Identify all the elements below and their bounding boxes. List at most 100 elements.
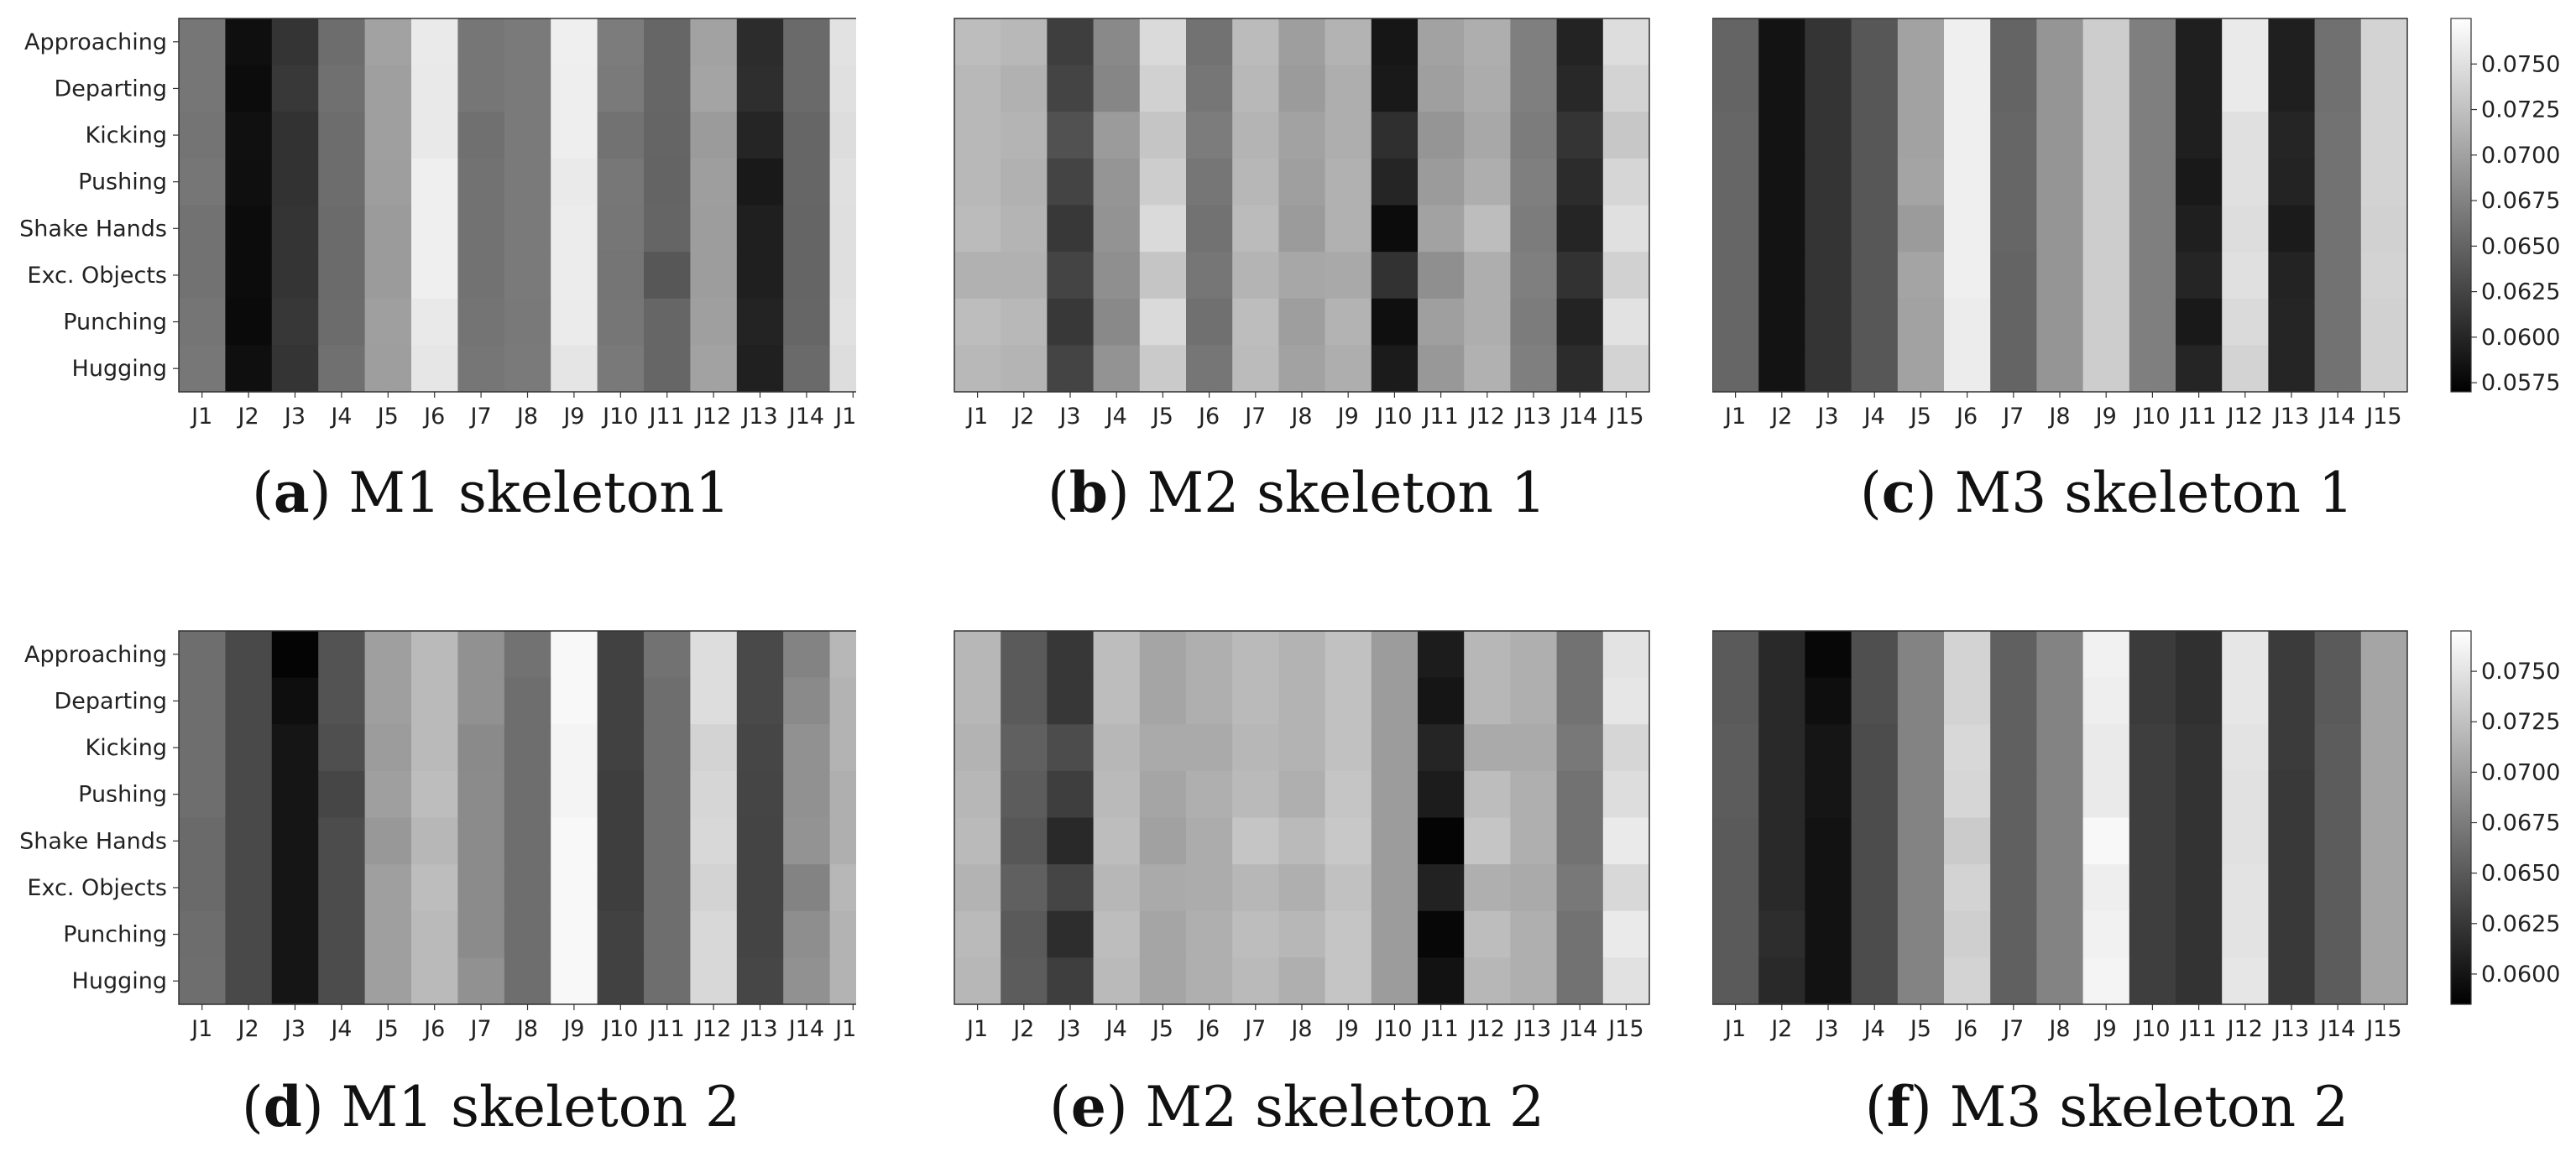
heatmap-cell <box>1758 18 1805 66</box>
heatmap-cell <box>2314 957 2362 1005</box>
heatmap-cell <box>2360 298 2408 346</box>
heatmap-cell <box>1232 158 1279 206</box>
heatmap-cell <box>1186 298 1233 346</box>
heatmap-cell <box>1944 252 1991 300</box>
heatmap-cell <box>2082 158 2130 206</box>
heatmap-cell <box>551 112 598 159</box>
heatmap-cell <box>1712 205 1759 253</box>
heatmap-cell <box>1232 298 1279 346</box>
heatmap-cell <box>364 158 412 206</box>
colorbar-tick-label: 0.0600 <box>2481 325 2560 351</box>
heatmap-cell <box>690 298 738 346</box>
heatmap-cell <box>179 910 226 958</box>
heatmap-cell <box>1001 910 1048 958</box>
heatmap-cell <box>1047 345 1095 393</box>
heatmap-cell <box>829 298 856 346</box>
x-tick-label: J9 <box>562 1016 584 1042</box>
heatmap-cell <box>271 677 319 725</box>
heatmap-cell <box>1758 65 1805 112</box>
y-tick-label: Hugging <box>72 356 167 382</box>
heatmap-cell <box>504 158 551 206</box>
heatmap-cell <box>2268 18 2316 66</box>
heatmap-cell <box>1805 158 1852 206</box>
heatmap-cell <box>1602 298 1650 346</box>
x-tick-label: J14 <box>787 404 824 430</box>
heatmap-cell <box>179 345 226 393</box>
heatmap-cell <box>2222 298 2269 346</box>
heatmap-cell <box>1805 770 1852 819</box>
heatmap-cell <box>1001 770 1048 819</box>
heatmap-cell <box>1186 724 1233 772</box>
heatmap-cell <box>1001 864 1048 912</box>
y-tick-label: Departing <box>54 688 167 714</box>
caption-letter-d: d <box>263 1074 302 1139</box>
caption-b: (b) M2 skeleton 1 <box>1047 460 1547 525</box>
heatmap-cell <box>271 345 319 393</box>
heatmap-cell <box>364 298 412 346</box>
heatmap-cell <box>457 864 505 912</box>
heatmap-cell <box>597 18 645 66</box>
x-tick-label: J10 <box>1375 404 1412 430</box>
heatmap-cell <box>2360 817 2408 865</box>
heatmap-panel-a: J1 J2 J3 J4 J5 J6 J7 J8 J9 J10 J11 J12 J13 J14 J15 Appr… <box>19 18 856 430</box>
heatmap-cell <box>179 677 226 725</box>
x-tick-label: J12 <box>2226 404 2263 430</box>
heatmap-cell <box>504 345 551 393</box>
x-tick-label: J12 <box>2226 1016 2263 1042</box>
heatmap-cell <box>644 252 691 300</box>
x-tick-label: J4 <box>1105 1016 1127 1042</box>
heatmap-cell <box>364 252 412 300</box>
heatmap-cell <box>504 677 551 725</box>
x-tick-label: J4 <box>1863 404 1885 430</box>
heatmap-cell <box>179 158 226 206</box>
heatmap-cell <box>318 910 366 958</box>
heatmap-cell <box>1464 631 1511 679</box>
heatmap-cell <box>2268 724 2316 772</box>
heatmap-cell <box>783 817 831 865</box>
heatmap-cell <box>1602 864 1650 912</box>
heatmap-cell <box>1805 252 1852 300</box>
x-tick-label: J6 <box>422 1016 445 1042</box>
x-tick-label: J6 <box>1197 404 1220 430</box>
heatmap-cell <box>1186 345 1233 393</box>
heatmap-cell <box>2176 957 2223 1005</box>
heatmap-cell <box>2082 205 2130 253</box>
heatmap-cell <box>457 158 505 206</box>
heatmap-cell <box>1232 345 1279 393</box>
heatmap-cell <box>1325 65 1372 112</box>
caption-letter-b: b <box>1069 460 1108 525</box>
heatmap-cell <box>1047 864 1095 912</box>
heatmap-cell <box>1232 957 1279 1005</box>
heatmap-cell <box>2082 724 2130 772</box>
heatmap-cell <box>690 65 738 112</box>
heatmap-cell <box>783 205 831 253</box>
heatmap-cell <box>225 158 273 206</box>
heatmap-cell <box>2314 631 2362 679</box>
heatmap-cell <box>1001 18 1048 66</box>
heatmap-cell <box>1602 957 1650 1005</box>
y-tick-label: Kicking <box>86 735 167 761</box>
heatmap-cell <box>1556 345 1604 393</box>
heatmap-cell <box>690 724 738 772</box>
heatmap-cell <box>1897 910 1945 958</box>
heatmap-cell <box>1418 957 1465 1005</box>
heatmap-cell <box>1047 252 1095 300</box>
heatmap-cell <box>2314 770 2362 819</box>
heatmap-cell <box>597 298 645 346</box>
heatmap-cell <box>644 65 691 112</box>
heatmap-cell <box>551 205 598 253</box>
heatmap-cell <box>1510 65 1558 112</box>
y-tick-label: Pushing <box>78 782 167 808</box>
heatmap-cell <box>1510 18 1558 66</box>
heatmap-cell <box>2314 65 2362 112</box>
heatmap-cell <box>1232 864 1279 912</box>
heatmap-cell <box>1944 631 1991 679</box>
heatmap-cell <box>1047 910 1095 958</box>
heatmap-cell <box>1990 677 2037 725</box>
heatmap-cell <box>2360 205 2408 253</box>
heatmap-cell <box>783 18 831 66</box>
heatmap-cells <box>954 631 1650 1005</box>
heatmap-cell <box>2222 631 2269 679</box>
colorbar-tick-label: 0.0650 <box>2481 233 2560 259</box>
heatmap-cell <box>2222 770 2269 819</box>
